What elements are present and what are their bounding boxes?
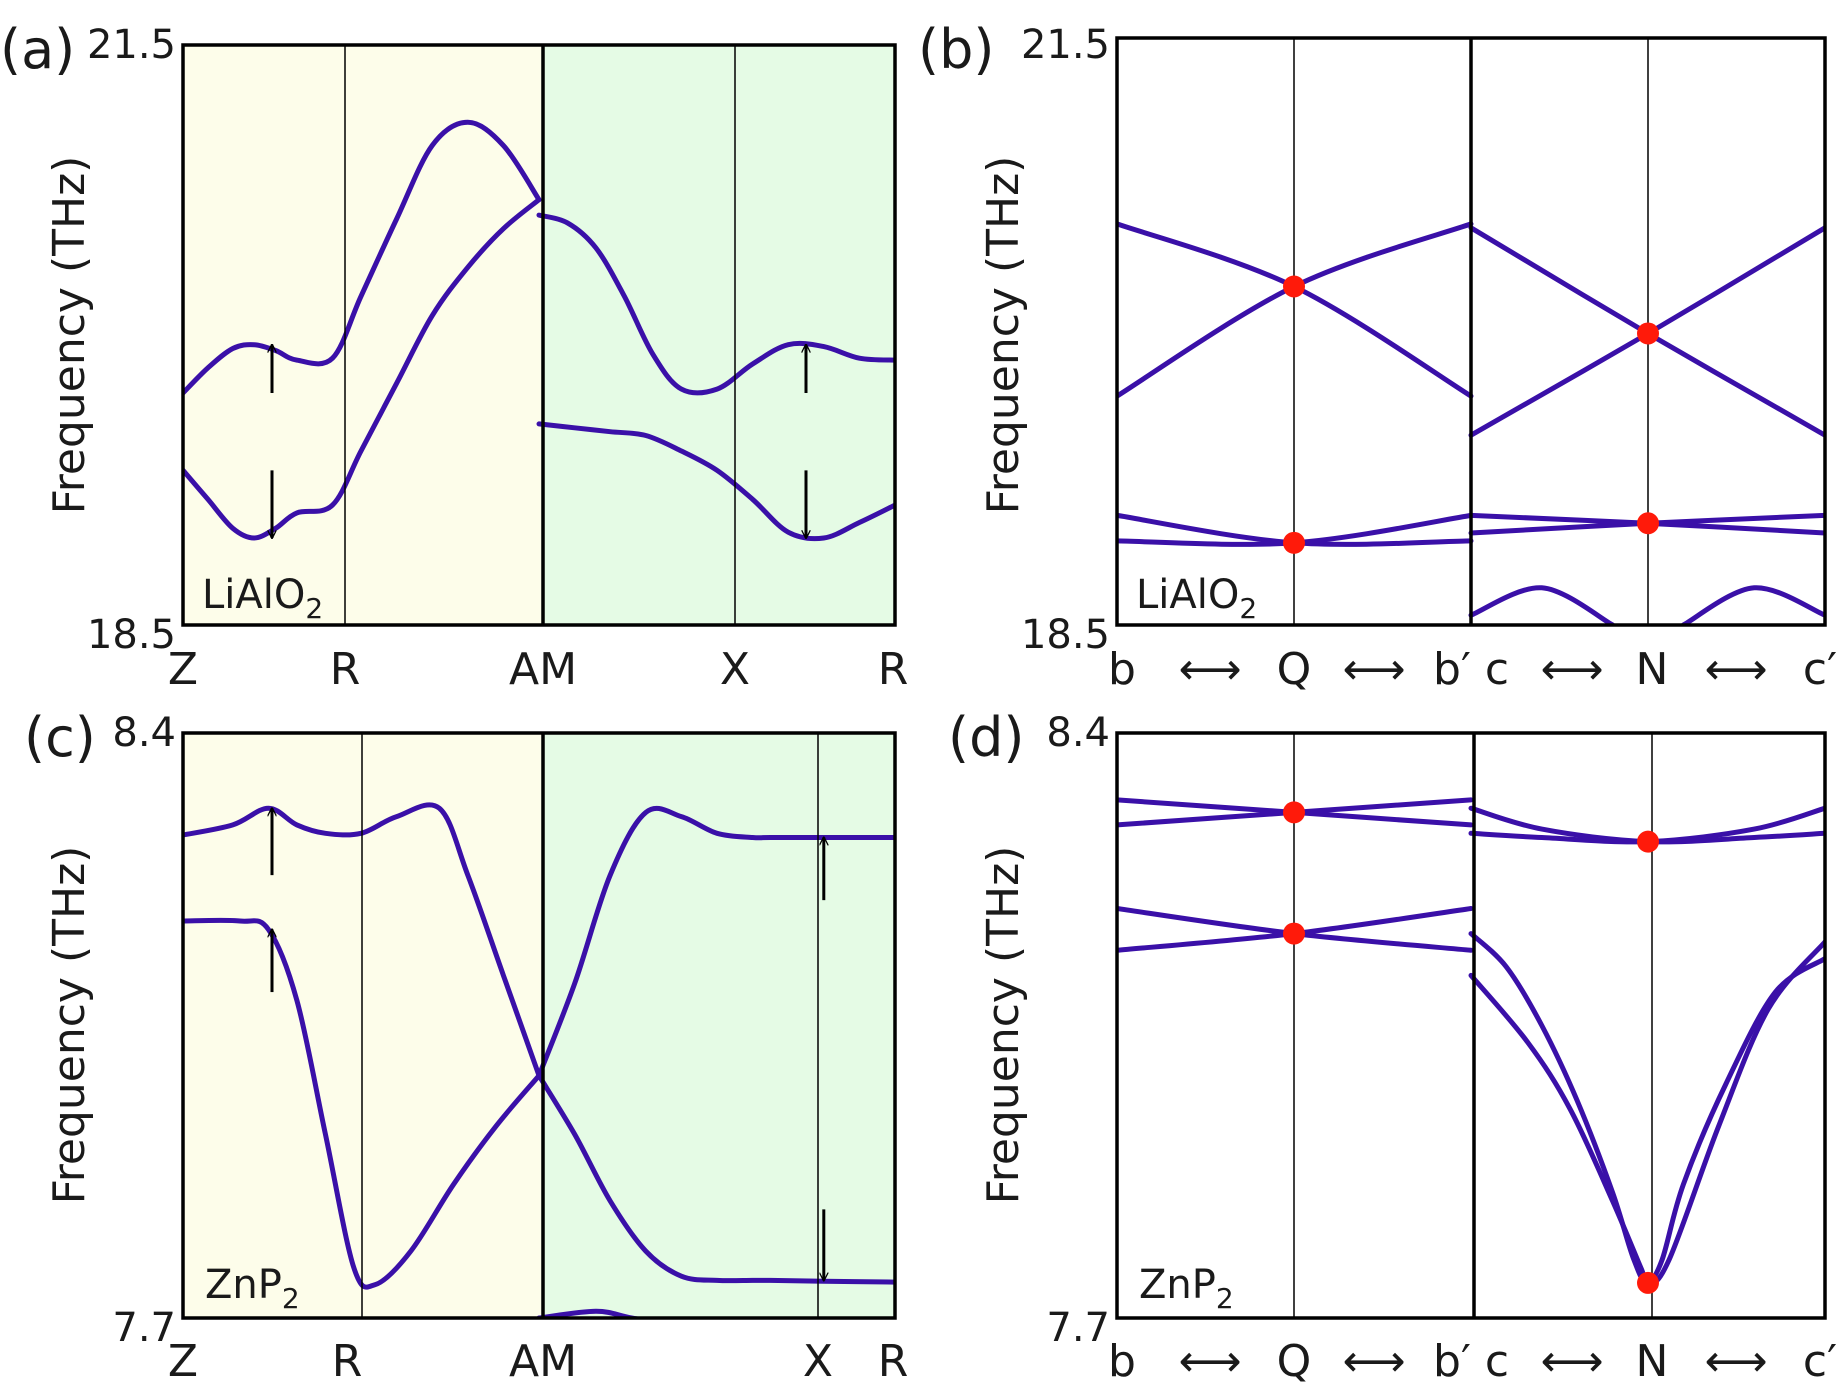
panel-d-frame: [1115, 731, 1827, 1320]
panel-b-xtick-0: b: [1108, 644, 1136, 695]
panel-a-xtick-0: Z: [168, 644, 198, 695]
panel-c-shade-right: [543, 733, 895, 1318]
panel-c-label: (c): [24, 706, 96, 769]
panel-d-degeneracy-dot-1: [1283, 922, 1305, 945]
panel-c-band-line-3: [536, 1073, 895, 1285]
panel-a-band-line-3: [536, 421, 895, 542]
panel-d-xtick-5: c′: [1803, 1336, 1837, 1387]
panel-a-frame: [181, 43, 897, 627]
panel-d-band-line-6: [1468, 931, 1825, 1286]
panel-c-band-line-1: [183, 917, 542, 1290]
panel-c-material-sub: 2: [282, 1282, 300, 1315]
panel-a: (a) 21.5 18.5 Frequency (THz) LiAlO2 Z R…: [0, 18, 908, 695]
panel-c-xtick-3: X: [803, 1336, 833, 1387]
panel-b-xtick-5: c′: [1803, 644, 1837, 695]
panel-c-frame: [181, 731, 897, 1320]
panel-d-xarrow-1: ⟷: [1342, 1336, 1405, 1387]
panel-d-material-base: ZnP: [1139, 1262, 1216, 1308]
panel-c: (c) 8.4 7.7 Frequency (THz) ZnP2 Z R AM …: [24, 706, 908, 1387]
panel-d-degeneracy-dot-0: [1283, 801, 1305, 824]
panel-d-xtick-3: c: [1485, 1336, 1509, 1387]
panel-b-band-line-9: [1680, 585, 1825, 625]
panel-b-xarrow-1: ⟷: [1342, 644, 1405, 695]
panel-b-material-sub: 2: [1239, 592, 1257, 625]
panel-b-degeneracy-dot-3: [1637, 512, 1659, 535]
panel-d-dots: [1283, 801, 1659, 1294]
panel-a-ytick-bottom: 18.5: [87, 612, 176, 658]
panel-d-xtick-2: b′: [1433, 1336, 1471, 1387]
panel-b-label: (b): [918, 18, 994, 81]
panel-d: (d) 8.4 7.7 Frequency (THz) ZnP2 b ⟷ Q ⟷…: [948, 706, 1837, 1387]
panel-c-xtick-4: R: [878, 1336, 909, 1387]
panel-d-xarrow-0: ⟷: [1178, 1336, 1241, 1387]
panel-b-dots: [1283, 275, 1659, 554]
panel-a-shade-left: [183, 45, 543, 625]
panel-b-xtick-3: c: [1485, 644, 1509, 695]
panel-a-curves: [183, 119, 895, 542]
panel-c-material-base: ZnP: [205, 1262, 282, 1308]
panel-b-xarrow-0: ⟷: [1178, 644, 1241, 695]
panel-c-xtick-0: Z: [168, 1336, 198, 1387]
panel-b-ytick-bottom: 18.5: [1021, 612, 1110, 658]
panel-d-ylabel: Frequency (THz): [978, 846, 1029, 1205]
panel-a-band-line-1: [183, 197, 542, 541]
panel-c-ytick-top: 8.4: [112, 710, 176, 756]
panel-a-material: LiAlO2: [202, 572, 323, 625]
panel-d-ytick-bottom: 7.7: [1046, 1305, 1110, 1351]
panel-d-xtick-1: Q: [1277, 1336, 1312, 1387]
panel-b-degeneracy-dot-0: [1283, 275, 1305, 298]
panel-b-degeneracy-dot-1: [1637, 322, 1659, 345]
panel-c-ylabel: Frequency (THz): [44, 846, 95, 1205]
panel-d-degeneracy-dot-3: [1637, 1271, 1659, 1294]
panel-c-arrows: [272, 808, 824, 1280]
panel-b-xarrow-3: ⟷: [1704, 644, 1767, 695]
panel-a-xtick-3: X: [720, 644, 750, 695]
panel-c-ytick-bottom: 7.7: [112, 1305, 176, 1351]
panel-d-ytick-top: 8.4: [1046, 710, 1110, 756]
panel-a-xtick-2: AM: [509, 644, 577, 695]
panel-a-label: (a): [0, 18, 75, 81]
panel-b: (b) 21.5 18.5 Frequency (THz) LiAlO2 b ⟷…: [918, 18, 1837, 695]
panel-a-band-line-0: [183, 119, 542, 396]
panel-b-xtick-2: b′: [1433, 644, 1471, 695]
panel-c-band-line-0: [183, 802, 542, 1079]
panel-a-xtick-1: R: [330, 644, 361, 695]
panel-c-curves: [183, 802, 895, 1318]
panel-c-band-line-2: [536, 805, 895, 1079]
panel-a-ytick-top: 21.5: [87, 22, 176, 68]
panel-b-ytick-top: 21.5: [1021, 22, 1110, 68]
panel-c-band-line-4: [536, 1308, 647, 1318]
panel-d-curves: [1117, 797, 1825, 1286]
panel-a-material-base: LiAlO: [202, 572, 305, 618]
panel-d-degeneracy-dot-2: [1637, 830, 1659, 853]
panel-b-xarrow-2: ⟷: [1540, 644, 1603, 695]
panel-a-band-line-2: [536, 212, 895, 396]
panel-a-arrows: [272, 345, 806, 538]
panel-c-xtick-1: R: [332, 1336, 363, 1387]
panel-b-ylabel: Frequency (THz): [978, 156, 1029, 515]
panel-a-material-sub: 2: [305, 592, 323, 625]
panel-b-xtick-1: Q: [1277, 644, 1312, 695]
panel-a-xtick-4: R: [878, 644, 909, 695]
panel-b-band-line-8: [1468, 585, 1616, 625]
panel-b-xtick-4: N: [1636, 644, 1669, 695]
panel-c-xtick-2: AM: [509, 1336, 577, 1387]
panel-d-xtick-4: N: [1636, 1336, 1669, 1387]
panel-b-frame: [1115, 36, 1827, 627]
panel-b-degeneracy-dot-2: [1283, 531, 1305, 554]
panel-d-xarrow-2: ⟷: [1540, 1336, 1603, 1387]
panel-b-material: LiAlO2: [1136, 572, 1257, 625]
panel-d-material: ZnP2: [1139, 1262, 1234, 1315]
panel-d-xarrow-3: ⟷: [1704, 1336, 1767, 1387]
panel-a-shade-right: [543, 45, 895, 625]
panel-d-label: (d): [948, 706, 1024, 769]
panel-c-material: ZnP2: [205, 1262, 300, 1315]
panel-d-xtick-0: b: [1108, 1336, 1136, 1387]
panel-a-ylabel: Frequency (THz): [44, 156, 95, 515]
panel-d-material-sub: 2: [1216, 1282, 1234, 1315]
panel-b-material-base: LiAlO: [1136, 572, 1239, 618]
